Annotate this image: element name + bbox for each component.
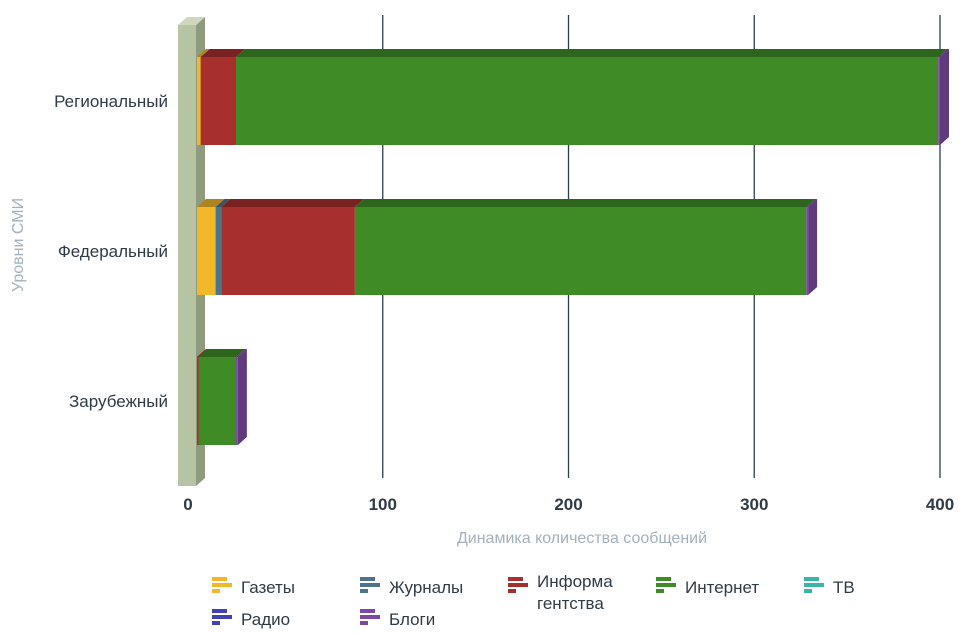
x-tick-label: 300 <box>740 495 768 514</box>
legend-swatch-bar <box>212 609 227 613</box>
legend-item: Газеты <box>212 577 295 597</box>
legend-label: гентства <box>537 594 604 613</box>
legend-label: ТВ <box>833 578 855 597</box>
bar-segment <box>236 357 238 445</box>
bar-segment <box>938 57 940 145</box>
legend-swatch-bar <box>656 577 671 581</box>
bar-side <box>940 49 949 145</box>
bar-segment-top <box>197 49 210 57</box>
legend-label: Журналы <box>389 578 463 597</box>
wall-top <box>178 17 205 25</box>
x-tick-label: 0 <box>183 495 192 514</box>
legend-label: Блоги <box>389 610 435 629</box>
legend-swatch-bar <box>212 589 220 593</box>
bar-segment-top <box>236 349 247 357</box>
legend-item: Информа гентства <box>508 572 613 613</box>
bar-segment-top <box>215 199 231 207</box>
x-axis-title: Динамика количества сообщений <box>457 530 707 547</box>
bar-segment <box>354 207 807 295</box>
legend-swatch <box>804 577 824 593</box>
legend-label: Интернет <box>685 578 759 597</box>
bar-segment-top <box>938 49 949 57</box>
legend-swatch <box>212 577 232 593</box>
axis-labels: 0 100 200 300 400 Региональный Федеральный Зару… <box>54 92 954 514</box>
x-tick-label: 400 <box>926 495 954 514</box>
x-tick-label: 200 <box>554 495 582 514</box>
legend-item: ТВ <box>804 577 855 597</box>
legend: Газеты Журналы Информа гентства Интернет ТВ Ра… <box>212 572 855 629</box>
bar-segment <box>197 57 201 145</box>
legend-swatch-bar <box>212 583 232 587</box>
category-label: Зарубежный <box>69 392 168 411</box>
legend-swatch-bar <box>360 577 375 581</box>
legend-swatch-bar <box>656 589 664 593</box>
bar-segment-top <box>197 349 208 357</box>
legend-swatch-bar <box>360 615 380 619</box>
bar-segment-top <box>197 199 225 207</box>
legend-swatch-bar <box>212 577 227 581</box>
bar-side <box>808 199 818 295</box>
bar-segment-top <box>354 199 816 207</box>
legend-label: Радио <box>241 610 290 629</box>
bar-segment <box>215 207 222 295</box>
bar-segment <box>806 207 809 295</box>
bar-segment-top <box>198 349 246 357</box>
bar-segment <box>198 357 237 445</box>
legend-swatch-bar <box>360 589 368 593</box>
legend-item: Журналы <box>360 577 463 597</box>
legend-label: Информа <box>537 572 613 591</box>
bar-segment-top <box>806 199 818 207</box>
bars <box>197 49 949 445</box>
legend-swatch <box>212 609 232 625</box>
legend-swatch <box>656 577 676 593</box>
legend-item: Интернет <box>656 577 759 597</box>
legend-item: Блоги <box>360 609 435 629</box>
legend-swatch-bar <box>360 609 375 613</box>
legend-swatch-bar <box>360 583 380 587</box>
legend-swatch-bar <box>804 577 819 581</box>
bar-segment-top <box>221 199 364 207</box>
x-tick-label: 100 <box>369 495 397 514</box>
legend-item: Радио <box>212 609 290 629</box>
legend-swatch-bar <box>360 621 368 625</box>
legend-label: Газеты <box>241 578 295 597</box>
legend-swatch <box>360 577 380 593</box>
legend-swatch-bar <box>656 583 676 587</box>
bar-segment <box>221 207 355 295</box>
bar-side <box>237 349 247 445</box>
legend-swatch-bar <box>804 583 824 587</box>
legend-swatch-bar <box>212 615 232 619</box>
category-label: Федеральный <box>58 242 168 261</box>
legend-swatch <box>508 577 528 593</box>
bar-segment <box>200 57 237 145</box>
legend-swatch-bar <box>804 589 812 593</box>
y-axis-title: Уровни СМИ <box>10 198 27 292</box>
legend-swatch <box>360 609 380 625</box>
bar-segment-top <box>200 49 246 57</box>
bar-segment <box>197 207 216 295</box>
legend-swatch-bar <box>508 583 528 587</box>
wall-face <box>178 25 196 486</box>
legend-swatch-bar <box>212 621 220 625</box>
bar-segment <box>236 57 939 145</box>
bar-segment-top <box>236 49 948 57</box>
legend-swatch-bar <box>508 589 516 593</box>
legend-swatch-bar <box>508 577 523 581</box>
category-label: Региональный <box>54 92 168 111</box>
bar-segment <box>197 357 199 445</box>
